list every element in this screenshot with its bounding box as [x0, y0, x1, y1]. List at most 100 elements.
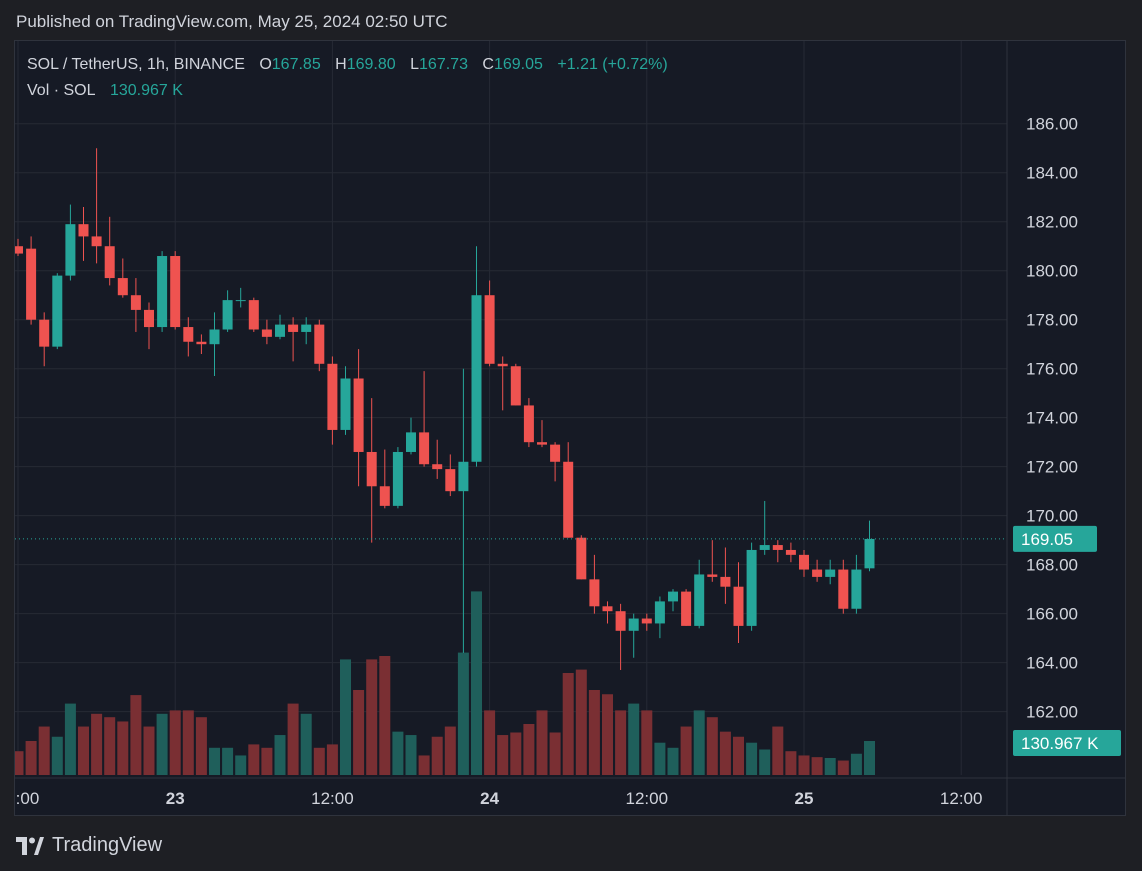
tradingview-brand-label: TradingView	[52, 834, 163, 856]
x-tick-label: 25	[795, 789, 814, 808]
last-price-label-bg	[1013, 525, 1097, 552]
candle-body	[523, 405, 534, 443]
candle-body	[864, 538, 875, 569]
last-price-label: 169.05	[1021, 530, 1073, 549]
volume-bar	[602, 694, 613, 775]
volume-bar	[850, 753, 862, 775]
candle-body	[707, 574, 718, 577]
candle-body	[537, 442, 547, 445]
candle-body	[327, 363, 338, 430]
x-tick-label: 12:00	[15, 789, 39, 808]
candle-body	[144, 309, 154, 328]
y-tick-label: 170.00	[1026, 507, 1078, 526]
candle-body	[248, 300, 259, 330]
y-tick-label: 184.00	[1026, 164, 1078, 183]
candle-body	[812, 569, 823, 577]
volume-bar	[719, 731, 731, 775]
tradingview-logo-icon	[16, 836, 44, 855]
x-tick-label: 12:00	[940, 789, 983, 808]
y-tick-label: 186.00	[1026, 115, 1078, 134]
candle-body	[759, 545, 770, 550]
candle-body	[419, 432, 430, 465]
x-tick-label: 12:00	[311, 789, 354, 808]
y-tick-label: 176.00	[1026, 360, 1078, 379]
volume-bar	[837, 760, 849, 775]
volume-bar	[353, 690, 365, 775]
volume-bar	[156, 713, 168, 775]
candle-body	[15, 246, 23, 254]
candle-body	[91, 236, 102, 247]
candle-body	[720, 576, 731, 587]
volume-bar	[117, 721, 129, 775]
volume-bar	[444, 726, 456, 775]
candle-body	[510, 366, 521, 406]
volume-bar	[510, 732, 522, 775]
volume-bar	[287, 703, 299, 775]
volume-bar	[628, 703, 640, 775]
legend: SOL / TetherUS, 1h, BINANCE O167.85 H169…	[27, 55, 668, 107]
legend-low-value: 167.73	[419, 56, 468, 73]
volume-bar	[864, 741, 875, 775]
volume-bar	[798, 755, 810, 775]
candle-body	[104, 246, 115, 279]
legend-ohlc-row: SOL / TetherUS, 1h, BINANCE O167.85 H169…	[27, 55, 668, 81]
volume-bar	[222, 747, 234, 775]
chart-pane[interactable]: 186.00 184.00 182.00 180.00 178.00 176.00 174.…	[14, 40, 1126, 816]
volume-bar	[667, 747, 679, 775]
candle-body	[366, 451, 377, 487]
candle-body	[406, 432, 416, 452]
candle-body	[668, 591, 678, 602]
candle-body	[628, 618, 639, 631]
candle-body	[65, 224, 76, 276]
candle-body	[799, 554, 809, 570]
volume-bar	[785, 751, 797, 775]
candle-body	[222, 300, 233, 330]
volume-bar	[523, 724, 535, 775]
legend-symbol[interactable]: SOL / TetherUS, 1h, BINANCE	[27, 56, 245, 73]
volume-bar	[130, 695, 142, 775]
volume-bar	[471, 591, 482, 775]
legend-volume-label[interactable]: Vol · SOL	[27, 82, 96, 99]
candle-body	[471, 295, 482, 462]
volume-bar	[418, 755, 430, 775]
volume-bar	[169, 710, 181, 775]
y-tick-label: 166.00	[1026, 605, 1078, 624]
y-tick-label: 168.00	[1026, 556, 1078, 575]
volume-bar	[772, 726, 784, 775]
legend-high-value: 169.80	[346, 56, 396, 73]
volume-bar	[209, 747, 220, 775]
x-tick-label: 24	[480, 789, 499, 808]
candle-body	[458, 461, 469, 492]
volume-bar	[379, 656, 391, 775]
candle-body	[563, 461, 574, 538]
candle-body	[851, 569, 862, 609]
candle-body	[78, 224, 89, 237]
candle-body	[379, 486, 390, 506]
candle-body	[39, 319, 50, 347]
volume-bar	[759, 749, 771, 775]
legend-close-value: 169.05	[493, 56, 543, 73]
volume-bar	[326, 744, 338, 775]
tradingview-brand[interactable]: TradingView	[16, 834, 162, 857]
candlestick-chart[interactable]: 186.00 184.00 182.00 180.00 178.00 176.00 174.…	[15, 41, 1125, 815]
volume-bar	[680, 726, 692, 775]
candle-body	[209, 329, 220, 345]
volume-bar	[300, 713, 312, 775]
volume-bar	[274, 735, 286, 775]
y-tick-label: 182.00	[1026, 213, 1078, 232]
volume-bar	[431, 736, 443, 775]
candle-body	[589, 579, 600, 607]
volume-bar	[340, 659, 351, 775]
candle-body	[576, 537, 587, 580]
candle-body	[157, 256, 168, 328]
candle-body	[550, 444, 561, 462]
legend-volume-value: 130.967 K	[109, 82, 183, 99]
candle-body	[785, 549, 796, 555]
volume-bar	[91, 713, 103, 775]
x-tick-label: 12:00	[626, 789, 669, 808]
candle-body	[117, 278, 128, 296]
candle-body	[340, 378, 351, 430]
legend-open-label: O	[259, 56, 272, 73]
candle-body	[288, 324, 299, 332]
y-tick-label: 172.00	[1026, 458, 1078, 477]
